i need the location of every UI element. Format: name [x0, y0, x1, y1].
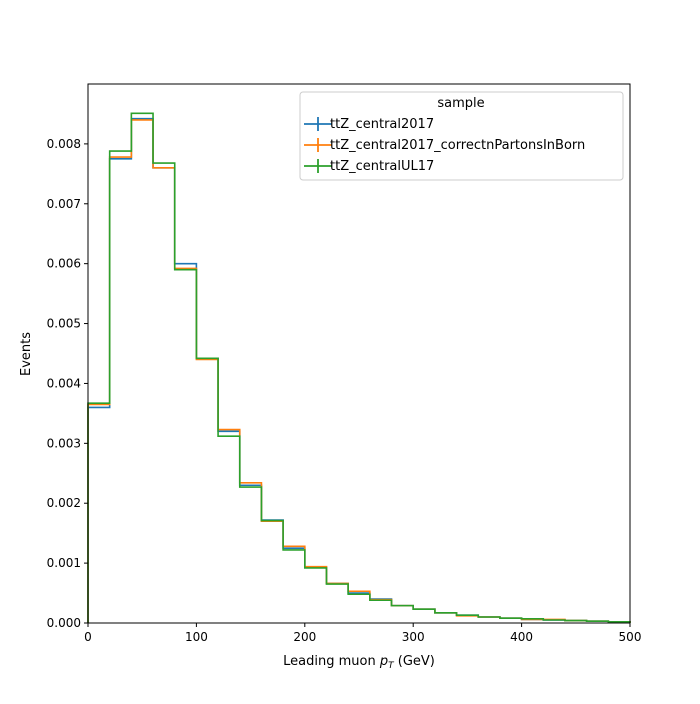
legend-label-1: ttZ_central2017	[330, 117, 434, 132]
x-tick-label-3: 200	[293, 630, 316, 644]
axes-frame	[87, 83, 631, 624]
y-tick-label-3: 0.002	[47, 496, 81, 510]
legend-box	[299, 91, 624, 181]
y-tick-label-7: 0.006	[47, 257, 81, 271]
x-axis-label-subscript: T	[388, 661, 395, 671]
y-axis-ticks: 0.000 0.001 0.002 0.003 0.004 0.005 0.006 0.007…	[47, 137, 88, 630]
y-tick-label-4: 0.003	[47, 436, 81, 450]
series-step-3	[87, 112, 631, 623]
y-axis-label: Events	[19, 332, 34, 376]
x-tick-label-5: 400	[510, 630, 533, 644]
legend: sample ttZ_central2017 ttZ_central2017_co…	[299, 91, 624, 181]
y-tick-label-8: 0.007	[47, 197, 81, 211]
x-tick-label-4: 300	[402, 630, 425, 644]
x-axis-label-variable: p	[379, 654, 388, 669]
x-tick-label-1: 0	[84, 630, 92, 644]
legend-label-2: ttZ_central2017_correctnPartonsInBorn	[330, 138, 585, 153]
x-axis-label: Leading muon pT (GeV)	[283, 654, 435, 671]
y-tick-label-1: 0.000	[47, 616, 81, 630]
x-axis-label-unit: (GeV)	[394, 654, 435, 669]
legend-label-3: ttZ_centralUL17	[330, 159, 434, 174]
legend-entries: ttZ_central2017 ttZ_central2017_correctnP…	[304, 117, 585, 174]
x-axis-label-main: Leading muon	[283, 654, 380, 669]
x-axis-ticks: 0 100 200 300 400 500	[84, 623, 641, 644]
y-tick-label-5: 0.004	[47, 376, 81, 390]
legend-title: sample	[437, 96, 484, 111]
y-tick-label-2: 0.001	[47, 556, 81, 570]
y-tick-label-9: 0.008	[47, 137, 81, 151]
plot-area	[87, 112, 631, 623]
x-tick-label-6: 500	[619, 630, 642, 644]
y-tick-label-6: 0.005	[47, 317, 81, 331]
x-tick-label-2: 100	[185, 630, 208, 644]
